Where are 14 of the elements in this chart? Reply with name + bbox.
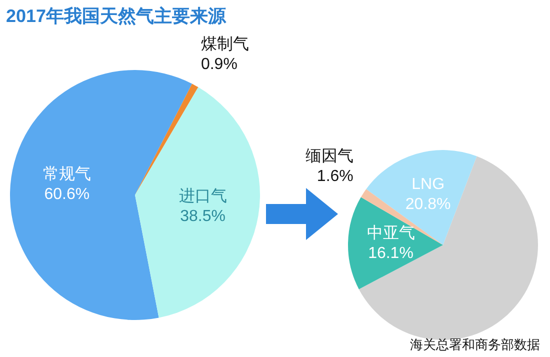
slice-label: 常规气	[42, 165, 92, 186]
data-label: 16.1%	[367, 244, 414, 264]
slice-label: 缅因气	[305, 146, 354, 167]
data-label: 0.9%	[200, 54, 238, 75]
slice-label: 煤制气	[200, 34, 249, 55]
data-label: 38.5%	[179, 206, 226, 227]
data-label: 60.6%	[43, 185, 91, 206]
text: 海关总署和商务部数据	[410, 336, 540, 354]
slice-label: 进口气	[178, 186, 228, 207]
slice-label: 中亚气	[366, 224, 416, 244]
data-label: 1.6%	[316, 166, 354, 187]
data-label: 20.8%	[404, 194, 452, 215]
chart-title: 2017年我国天然气主要来源	[6, 5, 226, 28]
slice-label: LNG	[410, 174, 446, 195]
